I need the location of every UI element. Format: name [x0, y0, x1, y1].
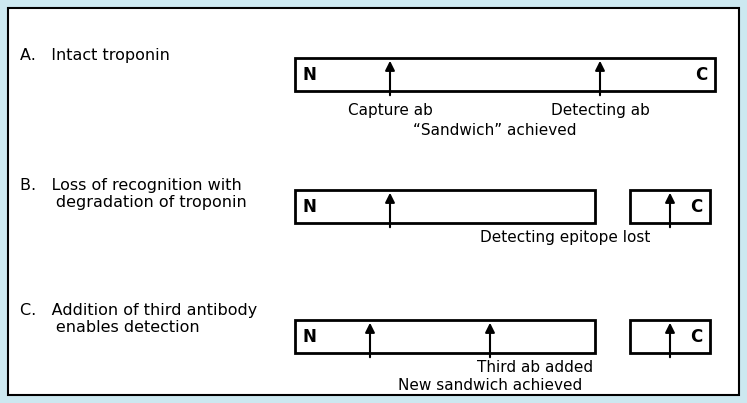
Bar [295, 190, 595, 223]
Bar [295, 320, 595, 353]
Text: N: N [303, 66, 317, 83]
Text: C: C [689, 197, 702, 216]
Text: New sandwich achieved: New sandwich achieved [398, 378, 582, 393]
Text: Third ab added: Third ab added [477, 360, 593, 375]
Text: C.   Addition of third antibody
       enables detection: C. Addition of third antibody enables de… [20, 303, 257, 335]
Text: “Sandwich” achieved: “Sandwich” achieved [413, 123, 577, 138]
Text: A.   Intact troponin: A. Intact troponin [20, 48, 170, 63]
Text: Capture ab: Capture ab [347, 103, 433, 118]
Bar [630, 190, 710, 223]
Text: Detecting ab: Detecting ab [551, 103, 649, 118]
Text: Detecting epitope lost: Detecting epitope lost [480, 230, 650, 245]
Text: N: N [303, 328, 317, 345]
Bar [630, 320, 710, 353]
Text: C: C [695, 66, 707, 83]
Text: B.   Loss of recognition with
       degradation of troponin: B. Loss of recognition with degradation … [20, 178, 247, 210]
Text: C: C [689, 328, 702, 345]
Text: N: N [303, 197, 317, 216]
Bar [295, 58, 715, 91]
